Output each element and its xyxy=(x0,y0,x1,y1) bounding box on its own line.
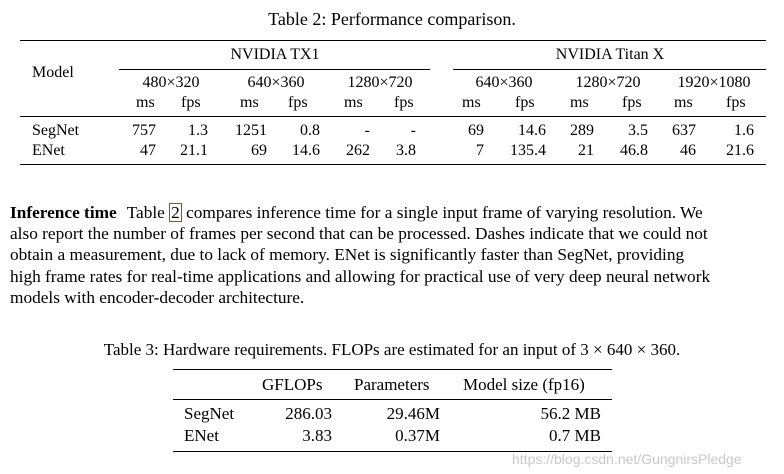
table2-res-1: 480×320 xyxy=(142,74,200,91)
paragraph-heading: Inference time xyxy=(10,203,117,222)
paragraph-line: also report the number of frames per sec… xyxy=(10,224,708,244)
table2-cell: 47 xyxy=(140,142,156,159)
table2-cell: 1251 xyxy=(235,122,267,139)
table2-unit-ms: ms xyxy=(674,94,693,111)
table2-cell: 69 xyxy=(468,122,484,139)
table2-group-rule-titanx xyxy=(453,69,766,70)
table2-cell: 262 xyxy=(346,142,370,159)
table2-cell: - xyxy=(410,122,416,139)
table3-cell-gflops: 286.03 xyxy=(285,404,332,423)
table2-cell: 3.5 xyxy=(628,122,648,139)
table2-unit-fps: fps xyxy=(394,94,414,111)
table2-group-rule-tx1 xyxy=(119,69,430,70)
table2-res-6: 1920×1080 xyxy=(677,74,751,91)
table2-caption: Table 2: Performance comparison. xyxy=(268,9,516,29)
table2-model-header: Model xyxy=(32,64,74,81)
paragraph-line: obtain a measurement, due to lack of mem… xyxy=(10,245,685,265)
table2-cell: 46.8 xyxy=(620,142,648,159)
table2-top-rule xyxy=(20,40,766,42)
table3-header-gflops: GFLOPs xyxy=(262,375,323,394)
table2-unit-fps: fps xyxy=(726,94,746,111)
table3-row-model: SegNet xyxy=(184,404,235,423)
table2-unit-ms: ms xyxy=(462,94,481,111)
table3-header-size: Model size (fp16) xyxy=(463,375,585,394)
table2-group-titanx: NVIDIA Titan X xyxy=(555,46,665,63)
watermark: https://blog.csdn.net/GungnirsPledge xyxy=(512,451,742,467)
paragraph-line: models with encoder-decoder architecture… xyxy=(10,287,305,307)
paragraph-line: high frame rates for real-time applicati… xyxy=(10,266,711,286)
table3-cell-gflops: 3.83 xyxy=(302,426,332,445)
table2-cell: 14.6 xyxy=(292,142,320,159)
table3-cell-params: 0.37M xyxy=(395,426,440,445)
table3-header-params: Parameters xyxy=(354,375,430,394)
table2-bottom-rule xyxy=(20,164,766,166)
paragraph-line: Inference time Table 2 compares inference… xyxy=(10,202,776,223)
table2-res-5: 1280×720 xyxy=(575,74,641,91)
table2-row-model: SegNet xyxy=(32,122,80,139)
table2-res-3: 1280×720 xyxy=(347,74,413,91)
table2-unit-ms: ms xyxy=(344,94,363,111)
table2-cell: 1.6 xyxy=(734,122,754,139)
table3-cell-size: 0.7 MB xyxy=(549,426,601,445)
table2-unit-ms: ms xyxy=(570,94,589,111)
table3-bottom-rule xyxy=(173,451,612,453)
table2-unit-fps: fps xyxy=(622,94,642,111)
table2-cell: 289 xyxy=(570,122,594,139)
paragraph-text: Table xyxy=(126,203,170,222)
table2-unit-fps: fps xyxy=(288,94,308,111)
table3-mid-rule xyxy=(173,399,612,400)
table2-unit-fps: fps xyxy=(515,94,535,111)
table2-res-4: 640×360 xyxy=(475,74,533,91)
table2-row-model: ENet xyxy=(32,142,65,159)
table2-cell: 21 xyxy=(578,142,594,159)
inference-time-paragraph: Inference time Table 2 compares inference… xyxy=(10,202,776,308)
table2-group-tx1: NVIDIA TX1 xyxy=(230,46,320,63)
table2-cell: 14.6 xyxy=(518,122,546,139)
table2-mid-rule xyxy=(20,116,766,117)
table2-unit-ms: ms xyxy=(136,94,155,111)
table2-unit-fps: fps xyxy=(181,94,201,111)
table2-cell: 3.8 xyxy=(396,142,416,159)
table2-cell: 0.8 xyxy=(300,122,320,139)
table-ref-link[interactable]: 2 xyxy=(169,203,182,222)
table2-cell: 7 xyxy=(476,142,484,159)
table3-cell-size: 56.2 MB xyxy=(540,404,601,423)
table2-unit-ms: ms xyxy=(240,94,259,111)
table2-cell: 69 xyxy=(251,142,267,159)
table3-row-model: ENet xyxy=(184,426,219,445)
table2-res-2: 640×360 xyxy=(247,74,305,91)
table2-cell: 135.4 xyxy=(510,142,546,159)
table3-top-rule xyxy=(173,369,612,371)
paragraph-text: compares inference time for a single inp… xyxy=(181,203,703,222)
table2-cell: 46 xyxy=(680,142,696,159)
table2-cell: - xyxy=(364,122,370,139)
table2-cell: 21.1 xyxy=(180,142,208,159)
table2-cell: 637 xyxy=(672,122,696,139)
table2-cell: 757 xyxy=(132,122,156,139)
table3-cell-params: 29.46M xyxy=(386,404,440,423)
table3-caption: Table 3: Hardware requirements. FLOPs ar… xyxy=(103,340,681,359)
table2-cell: 1.3 xyxy=(188,122,208,139)
table2-cell: 21.6 xyxy=(726,142,754,159)
